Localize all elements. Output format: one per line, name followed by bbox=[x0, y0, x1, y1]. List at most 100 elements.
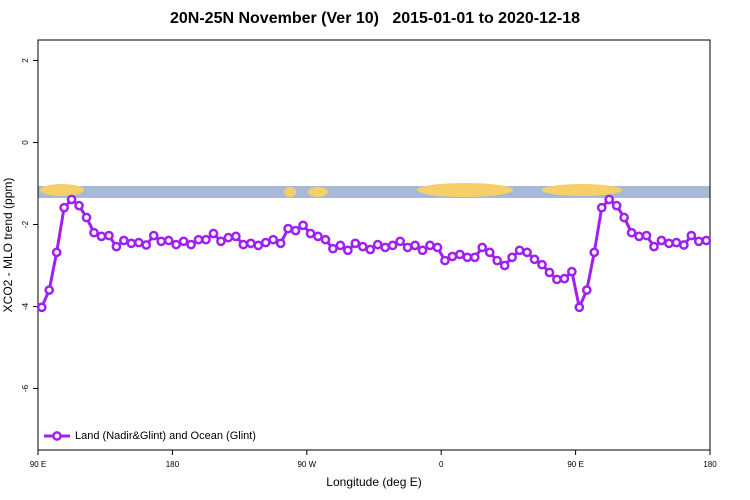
point bbox=[529, 254, 540, 265]
y-tick-label: -6 bbox=[21, 384, 30, 392]
point bbox=[245, 238, 256, 249]
point bbox=[193, 234, 204, 245]
map-land bbox=[284, 187, 296, 197]
point bbox=[357, 241, 368, 252]
map-land bbox=[308, 187, 328, 197]
point bbox=[238, 239, 249, 250]
chart-title: 20N-25N November (Ver 10) 2015-01-01 to … bbox=[170, 10, 580, 27]
point bbox=[372, 239, 383, 250]
y-tick-label: -4 bbox=[21, 302, 30, 310]
point bbox=[163, 235, 174, 246]
point bbox=[402, 242, 413, 253]
point bbox=[290, 225, 301, 236]
point bbox=[514, 245, 525, 256]
point bbox=[611, 200, 622, 211]
point bbox=[462, 252, 473, 263]
y-axis-label: XCO2 - MLO trend (ppm) bbox=[1, 178, 15, 313]
point bbox=[365, 244, 376, 255]
point bbox=[253, 240, 264, 251]
point bbox=[477, 242, 488, 253]
point bbox=[447, 251, 458, 262]
point bbox=[51, 247, 62, 258]
point bbox=[537, 259, 547, 270]
point bbox=[649, 241, 659, 252]
point bbox=[440, 255, 450, 266]
point bbox=[223, 232, 234, 243]
point bbox=[634, 231, 644, 242]
point bbox=[581, 285, 592, 295]
point bbox=[141, 240, 152, 250]
y-tick-label: -2 bbox=[21, 220, 30, 228]
point bbox=[395, 236, 405, 247]
x-axis-label: Longitude (deg E) bbox=[326, 475, 421, 489]
plot-frame bbox=[37, 39, 711, 451]
point bbox=[156, 236, 167, 247]
point bbox=[111, 241, 122, 252]
legend-label: Land (Nadir&Glint) and Ocean (Glint) bbox=[75, 430, 256, 442]
point bbox=[119, 235, 129, 246]
point bbox=[544, 267, 555, 278]
point bbox=[559, 273, 570, 284]
point bbox=[641, 230, 652, 241]
point bbox=[656, 235, 667, 246]
point bbox=[499, 260, 510, 271]
point bbox=[387, 240, 398, 251]
point bbox=[679, 240, 689, 250]
point bbox=[208, 228, 219, 239]
point bbox=[589, 247, 600, 258]
point bbox=[626, 227, 637, 238]
point bbox=[104, 230, 114, 241]
point bbox=[313, 231, 323, 242]
point bbox=[320, 234, 331, 245]
point bbox=[350, 238, 361, 249]
point bbox=[89, 227, 99, 238]
point bbox=[171, 239, 181, 250]
y-tick-label: 2 bbox=[21, 58, 30, 63]
point bbox=[686, 230, 697, 241]
point bbox=[126, 238, 137, 249]
point bbox=[671, 237, 682, 248]
point bbox=[484, 247, 495, 258]
point bbox=[74, 200, 84, 211]
series-line bbox=[40, 197, 707, 313]
point bbox=[178, 236, 189, 247]
point bbox=[455, 249, 465, 260]
map-land bbox=[417, 183, 513, 197]
point bbox=[596, 202, 607, 213]
point bbox=[44, 285, 55, 295]
x-tick-label: 90 E bbox=[30, 460, 46, 469]
point bbox=[417, 245, 428, 256]
point bbox=[216, 236, 226, 247]
map-land bbox=[40, 184, 84, 196]
point bbox=[522, 247, 532, 258]
x-tick-label: 0 bbox=[439, 460, 444, 469]
point bbox=[425, 240, 435, 251]
point bbox=[186, 239, 196, 250]
point bbox=[201, 234, 211, 245]
point bbox=[619, 212, 629, 223]
x-tick-label: 180 bbox=[703, 460, 717, 469]
x-tick-label: 90 W bbox=[297, 460, 316, 469]
point bbox=[133, 237, 144, 248]
point bbox=[701, 235, 712, 246]
x-tick-label: 90 E bbox=[567, 460, 583, 469]
point bbox=[567, 266, 577, 277]
point bbox=[305, 228, 316, 239]
point bbox=[283, 223, 293, 234]
point bbox=[36, 302, 47, 313]
point bbox=[298, 220, 308, 231]
point bbox=[81, 212, 92, 223]
point bbox=[492, 255, 503, 266]
point bbox=[693, 236, 704, 247]
point bbox=[275, 238, 286, 249]
point bbox=[260, 237, 271, 248]
point bbox=[469, 252, 480, 263]
point bbox=[328, 243, 338, 254]
point bbox=[552, 274, 562, 285]
point bbox=[231, 231, 241, 242]
point bbox=[96, 231, 107, 242]
point bbox=[59, 202, 69, 213]
point bbox=[335, 240, 346, 251]
